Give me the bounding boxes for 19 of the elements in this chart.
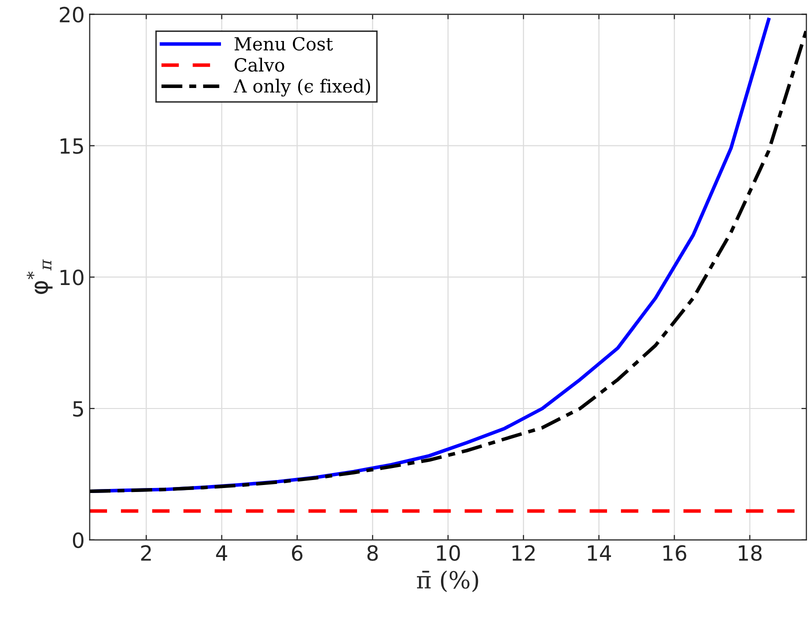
x-tick-label: 12 <box>512 545 535 561</box>
y-tick-label: 0 <box>72 532 84 548</box>
x-tick-label: 8 <box>367 545 378 561</box>
legend-label: Calvo <box>234 58 284 72</box>
x-tick-label: 2 <box>141 545 151 561</box>
x-tick-label: 4 <box>216 545 228 561</box>
x-tick-label: 16 <box>663 545 686 561</box>
y-tick-label: 10 <box>60 270 84 286</box>
legend-label: Λ only (ϵ fixed) <box>234 78 370 97</box>
y-tick-label: 15 <box>60 138 84 154</box>
x-tick-label: 6 <box>292 545 302 561</box>
y-tick-label: 20 <box>60 6 84 23</box>
y-axis-title: φ$^{*}$$_{π}$ <box>26 259 53 294</box>
x-axis-title: π̄ (%) <box>416 570 478 592</box>
x-tick-label: 18 <box>738 545 762 561</box>
legend-label: Menu Cost <box>234 36 333 51</box>
y-tick-label: 5 <box>73 401 84 417</box>
x-tick-label: 14 <box>588 545 612 561</box>
x-tick-label: 10 <box>437 545 460 561</box>
